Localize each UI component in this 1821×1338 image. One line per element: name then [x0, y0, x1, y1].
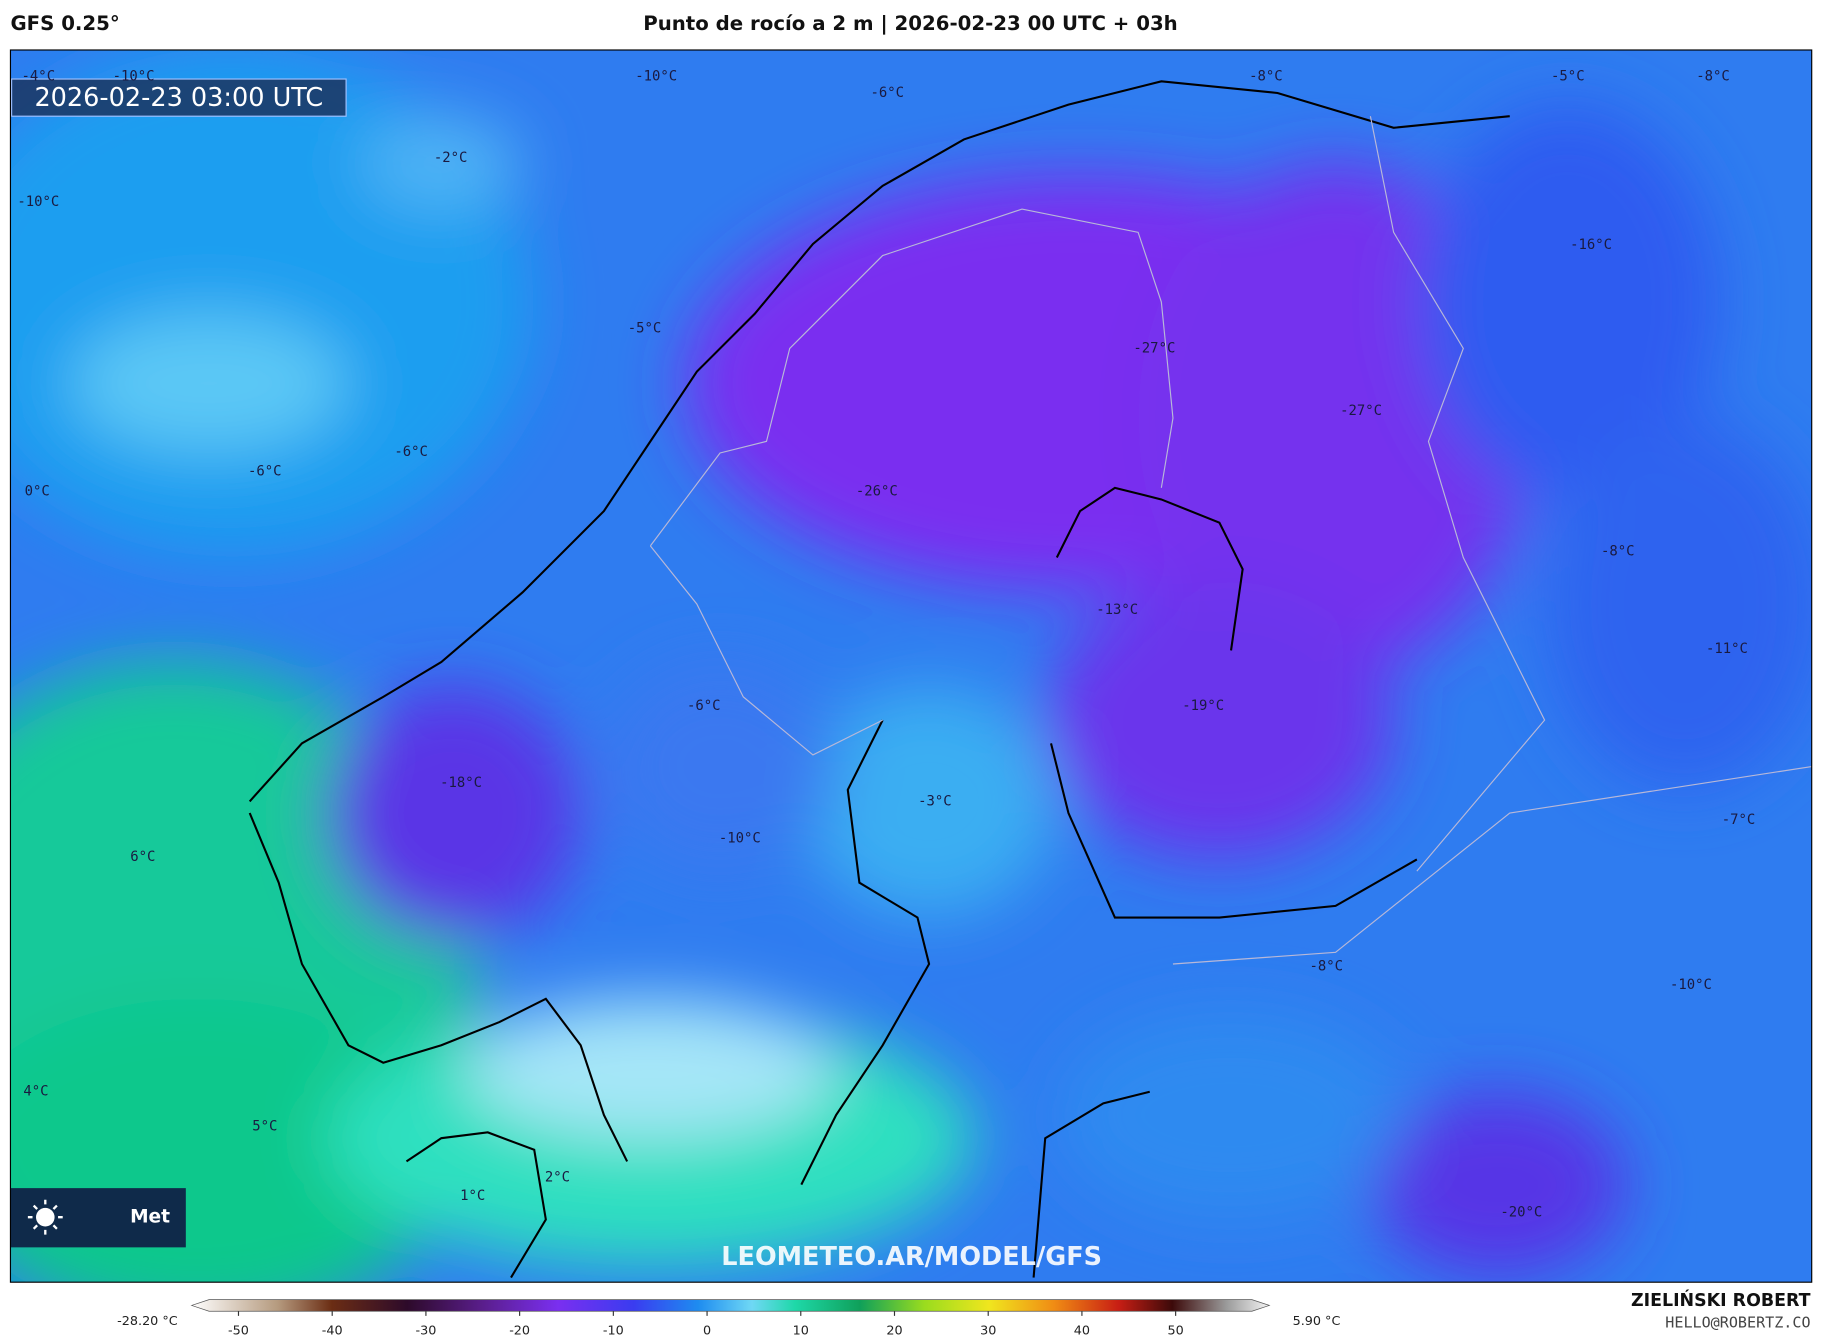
colorbar-min: -28.20 °C — [117, 1314, 178, 1329]
contour-labels: -4°C -10°C -10°C -6°C -8°C -5°C -8°C -2°C -10°C -… — [17, 69, 1755, 1221]
contour-label: -5°C — [1551, 69, 1585, 85]
contour-label: -8°C — [1309, 958, 1343, 974]
contour-label: -3°C — [918, 793, 952, 809]
author: ZIELIŃSKI ROBERT — [1631, 1289, 1811, 1311]
colorbar-tick-label: -50 — [228, 1323, 249, 1338]
contour-label: -7°C — [1722, 812, 1756, 828]
colorbar — [190, 1299, 1271, 1312]
logo-sun — [36, 1207, 55, 1227]
contour-label: -10°C — [113, 69, 155, 85]
coastlines — [248, 80, 1510, 1279]
contour-label: -8°C — [1696, 69, 1730, 85]
contour-label: -27°C — [1133, 340, 1175, 356]
contour-label: -20°C — [1500, 1205, 1542, 1221]
contour-label: -6°C — [687, 698, 721, 714]
watermark: LEOMETEO.AR/MODEL/GFS — [721, 1242, 1102, 1272]
map-frame — [9, 49, 1813, 1283]
contour-label: -10°C — [719, 831, 761, 847]
map: 2026-02-23 03:00 UTC Met LEOMETEO.AR/MOD… — [10, 49, 1812, 1283]
contour-label: -6°C — [871, 85, 905, 101]
logo-rays — [27, 1199, 63, 1235]
contour-label: -10°C — [17, 194, 59, 210]
timestamp: 2026-02-23 03:00 UTC — [34, 83, 323, 113]
contour-label: -26°C — [856, 483, 898, 499]
contour-label: -8°C — [1601, 544, 1635, 560]
colorbar-ticks: -50 -40 -30 -20 -10 0 10 20 30 40 50 — [228, 1311, 1184, 1338]
contour-label: 4°C — [23, 1084, 48, 1100]
contour-label: -4°C — [22, 69, 56, 85]
colorbar-tick-label: -40 — [322, 1323, 343, 1338]
contour-label: -10°C — [635, 69, 677, 85]
map-title: Punto de rocío a 2 m | 2026-02-23 00 UTC… — [643, 12, 1177, 35]
colorbar-tick-label: 50 — [1168, 1323, 1184, 1338]
field — [10, 49, 1812, 1283]
contour-label: -27°C — [1340, 403, 1382, 419]
contour-label: 6°C — [130, 849, 155, 865]
colorbar-tick-label: 0 — [703, 1323, 711, 1338]
model-label: GFS 0.25° — [10, 12, 119, 35]
contour-label: -19°C — [1182, 698, 1224, 714]
colorbar-tick-label: -10 — [603, 1323, 624, 1338]
colorbar-tick-label: 20 — [886, 1323, 902, 1338]
contour-label: -6°C — [394, 444, 428, 460]
colorbar-max: 5.90 °C — [1293, 1314, 1341, 1329]
timestamp-box — [11, 78, 347, 117]
contour-label: 0°C — [25, 483, 50, 499]
contour-label: -5°C — [628, 321, 662, 337]
contour-label: -8°C — [1249, 69, 1283, 85]
logo-text: Met — [130, 1207, 170, 1228]
contour-label: -16°C — [1570, 237, 1612, 253]
contour-label: -11°C — [1706, 641, 1748, 657]
contour-label: -10°C — [1670, 977, 1712, 993]
colorbar-tick-label: 30 — [980, 1323, 996, 1338]
borders — [649, 116, 1812, 965]
contour-label: -2°C — [434, 150, 468, 166]
contour-label: -13°C — [1096, 602, 1138, 618]
contour-label: 5°C — [252, 1119, 277, 1135]
colorbar-tick-label: 10 — [793, 1323, 809, 1338]
contour-label: -18°C — [440, 775, 482, 791]
contour-label: -6°C — [248, 464, 282, 480]
contour-label: 2°C — [545, 1170, 570, 1186]
colorbar-tick-label: 40 — [1074, 1323, 1090, 1338]
colorbar-tick-label: -30 — [415, 1323, 436, 1338]
contour-label: 1°C — [460, 1188, 485, 1204]
email: HELLO@ROBERTZ.CO — [1665, 1313, 1810, 1331]
colorbar-tick-label: -20 — [509, 1323, 530, 1338]
